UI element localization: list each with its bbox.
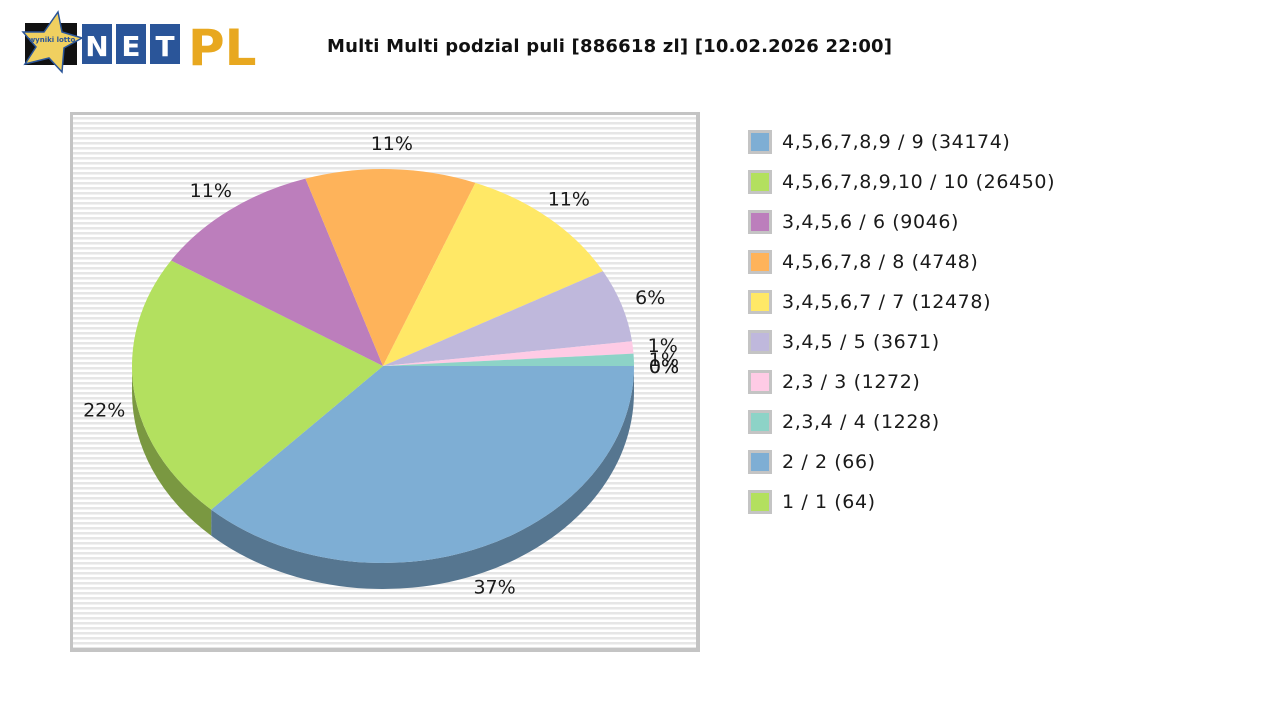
chart-title: Multi Multi podzial puli [886618 zl] [10…: [327, 36, 893, 57]
slice-percent-label: 11%: [190, 180, 232, 202]
legend-item: 4,5,6,7,8,9 / 9 (34174): [748, 122, 1055, 162]
svg-text:wyniki lotto: wyniki lotto: [29, 36, 76, 44]
legend-swatch: [748, 490, 772, 514]
pie-slice-side: [211, 366, 634, 589]
legend-label: 2 / 2 (66): [782, 451, 876, 473]
legend-label: 4,5,6,7,8 / 8 (4748): [782, 251, 979, 273]
slice-percent-label: 0%: [649, 356, 679, 378]
svg-text:T: T: [155, 30, 174, 63]
legend-item: 1 / 1 (64): [748, 482, 1055, 522]
slice-percent-label: 6%: [635, 287, 665, 309]
legend-swatch: [748, 210, 772, 234]
legend-label: 1 / 1 (64): [782, 491, 876, 513]
legend-item: 4,5,6,7,8,9,10 / 10 (26450): [748, 162, 1055, 202]
legend-label: 4,5,6,7,8,9,10 / 10 (26450): [782, 171, 1056, 193]
legend-swatch: [748, 130, 772, 154]
legend-label: 3,4,5,6,7 / 7 (12478): [782, 291, 992, 313]
slice-percent-label: 0%: [649, 356, 679, 378]
pie-chart: 37%22%11%11%11%6%1%1%0%0%: [83, 133, 679, 598]
pie-slice[interactable]: [211, 366, 634, 563]
slice-percent-label: 11%: [371, 133, 413, 155]
slice-percent-label: 11%: [548, 189, 590, 211]
legend-item: 2,3 / 3 (1272): [748, 362, 1055, 402]
net-letters: N E T: [82, 24, 180, 64]
pie-slice[interactable]: [131, 260, 383, 510]
legend-swatch: [748, 290, 772, 314]
legend-item: 3,4,5 / 5 (3671): [748, 322, 1055, 362]
legend-swatch: [748, 450, 772, 474]
pie-slice[interactable]: [171, 178, 383, 366]
pie-slice[interactable]: [383, 341, 634, 366]
slice-percent-label: 1%: [648, 335, 678, 357]
slice-percent-label: 1%: [649, 349, 679, 371]
pl-text: PL: [188, 19, 257, 77]
legend-item: 2,3,4 / 4 (1228): [748, 402, 1055, 442]
legend-swatch: [748, 330, 772, 354]
plot-area: 37% 22% 11% 11% 11% 6% 1% 1% 0% 0%: [70, 112, 700, 652]
pie-slice-side: [132, 366, 212, 536]
pie-slice[interactable]: [383, 271, 633, 366]
legend-item: 4,5,6,7,8 / 8 (4748): [748, 242, 1055, 282]
legend-item: 2 / 2 (66): [748, 442, 1055, 482]
pie-slice[interactable]: [383, 182, 603, 366]
legend-label: 2,3,4 / 4 (1228): [782, 411, 940, 433]
legend-swatch: [748, 170, 772, 194]
svg-text:N: N: [85, 30, 108, 63]
legend-swatch: [748, 370, 772, 394]
legend-item: 3,4,5,6,7 / 7 (12478): [748, 282, 1055, 322]
slice-percent-label: 22%: [83, 400, 125, 422]
legend-label: 4,5,6,7,8,9 / 9 (34174): [782, 131, 1011, 153]
legend-label: 3,4,5 / 5 (3671): [782, 331, 940, 353]
site-logo[interactable]: wyniki lotto N E T PL: [20, 10, 265, 80]
legend-label: 3,4,5,6 / 6 (9046): [782, 211, 960, 233]
legend-label: 2,3 / 3 (1272): [782, 371, 921, 393]
legend: 4,5,6,7,8,9 / 9 (34174) 4,5,6,7,8,9,10 / …: [748, 122, 1055, 522]
pie-slice[interactable]: [305, 169, 476, 366]
legend-swatch: [748, 410, 772, 434]
slice-percent-label: 37%: [473, 576, 515, 598]
pie-slice[interactable]: [383, 353, 634, 366]
svg-text:E: E: [121, 30, 140, 63]
star-icon: wyniki lotto: [21, 10, 84, 74]
legend-swatch: [748, 250, 772, 274]
legend-item: 3,4,5,6 / 6 (9046): [748, 202, 1055, 242]
